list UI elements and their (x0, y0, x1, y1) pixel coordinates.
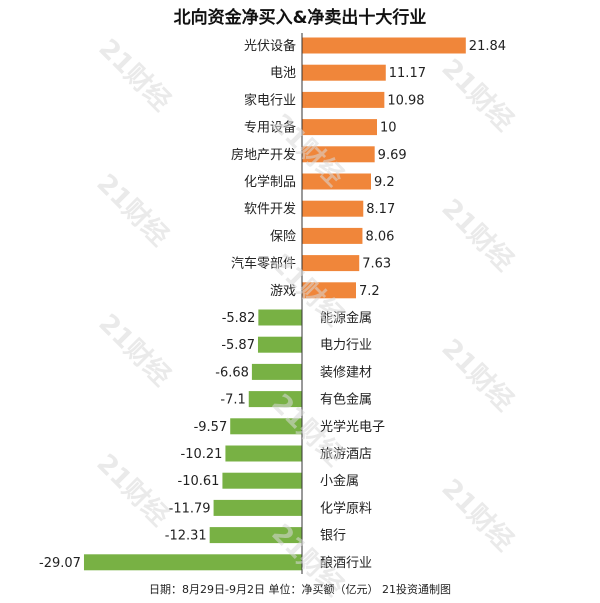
category-label: 家电行业 (244, 92, 296, 108)
value-label: 7.63 (362, 257, 391, 272)
bar (83, 554, 302, 571)
category-label: 光学光电子 (320, 419, 385, 435)
bar (222, 472, 302, 489)
category-label: 电池 (270, 66, 296, 81)
bar (257, 336, 302, 353)
category-label: 有色金属 (320, 392, 372, 408)
value-label: 9.2 (374, 175, 395, 190)
bar (225, 445, 302, 462)
category-label: 能源金属 (320, 310, 372, 326)
value-label: -12.31 (165, 529, 207, 544)
value-label: 9.69 (378, 148, 407, 163)
bar (209, 527, 302, 544)
category-label: 装修建材 (320, 365, 372, 380)
chart-title: 北向资金净买入&净卖出十大行业 (173, 8, 427, 28)
category-label: 光伏设备 (244, 38, 296, 54)
category-label: 保险 (270, 229, 296, 244)
value-label: -29.07 (39, 556, 81, 571)
bar (302, 282, 356, 299)
value-label: 7.2 (359, 284, 380, 299)
value-label: -7.1 (220, 393, 245, 408)
category-label: 房地产开发 (231, 147, 296, 163)
bar (302, 37, 466, 54)
value-label: 8.17 (366, 202, 395, 217)
bar (213, 499, 302, 516)
bar (230, 418, 302, 435)
category-label: 游戏 (270, 284, 296, 299)
category-label: 专用设备 (244, 120, 296, 136)
bar (302, 146, 375, 163)
value-label: 10 (380, 121, 397, 136)
value-label: -10.61 (178, 474, 220, 489)
bar (302, 64, 386, 81)
bar (302, 255, 360, 272)
bar (302, 173, 371, 190)
category-label: 化学制品 (244, 174, 296, 190)
labels-layer: 光伏设备 21.84 电池 11.17 家电行业 10.98 专用设备 10 房地产开发 9.69… (39, 38, 506, 571)
value-label: -5.82 (222, 311, 256, 326)
value-label: -5.87 (221, 338, 255, 353)
value-label: 11.17 (389, 66, 426, 81)
category-label: 电力行业 (320, 338, 372, 353)
category-label: 汽车零部件 (231, 256, 296, 272)
value-label: 21.84 (469, 39, 506, 54)
bar (302, 227, 363, 244)
value-label: -10.21 (181, 447, 223, 462)
category-label: 化学原料 (320, 500, 372, 516)
category-label: 旅游酒店 (320, 447, 372, 462)
value-label: 10.98 (387, 93, 424, 108)
bars-layer (83, 37, 466, 571)
bar (248, 391, 302, 408)
category-label: 小金属 (320, 473, 359, 489)
value-label: -11.79 (169, 501, 211, 516)
bar (251, 363, 302, 380)
bar (258, 309, 302, 326)
value-label: 8.06 (365, 229, 394, 244)
bar (302, 200, 364, 217)
bar (302, 119, 377, 136)
category-label: 酿酒行业 (320, 555, 372, 571)
bar (302, 91, 385, 108)
value-label: -9.57 (194, 420, 228, 435)
category-label: 软件开发 (244, 201, 296, 217)
category-label: 银行 (320, 529, 346, 544)
value-label: -6.68 (215, 365, 249, 380)
footer-note: 日期：8月29日-9月2日 单位：净买额（亿元） 21投资通制图 (149, 583, 451, 596)
